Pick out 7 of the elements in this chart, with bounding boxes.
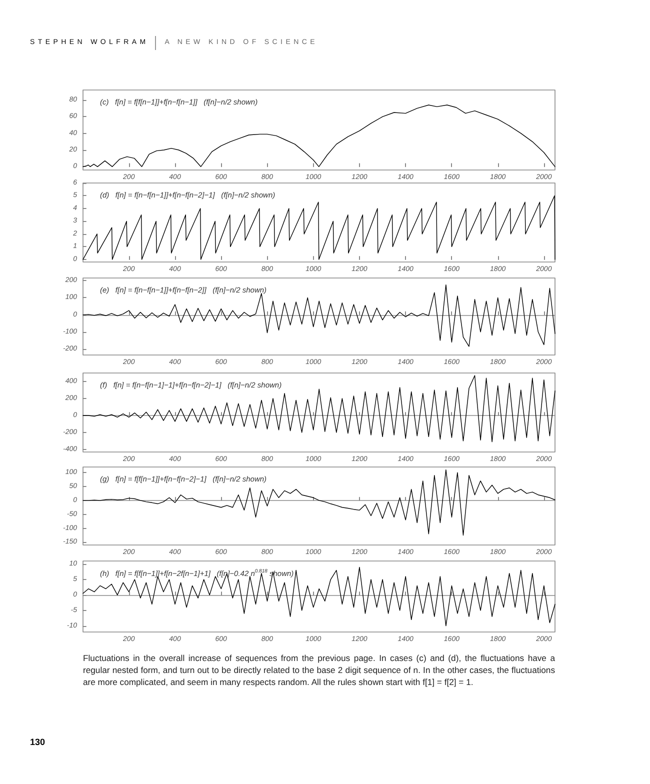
line-series <box>82 469 556 536</box>
text: 130 <box>30 737 46 747</box>
line-series <box>82 566 556 626</box>
line-series <box>82 104 556 168</box>
line-series <box>82 375 556 442</box>
line-series <box>82 284 556 347</box>
text: Fluctuations in the overall increase of sequences from the previous page. In cases (c) and (d), the fluctuations have a regular nested form, and turn out to be directly related to the base 2 digit sequence of n. In the other cases, the fluctuations are more complicated, and seem in many respects random. All the rules shown start with f[1] = f[2] = 1. <box>83 652 555 688</box>
